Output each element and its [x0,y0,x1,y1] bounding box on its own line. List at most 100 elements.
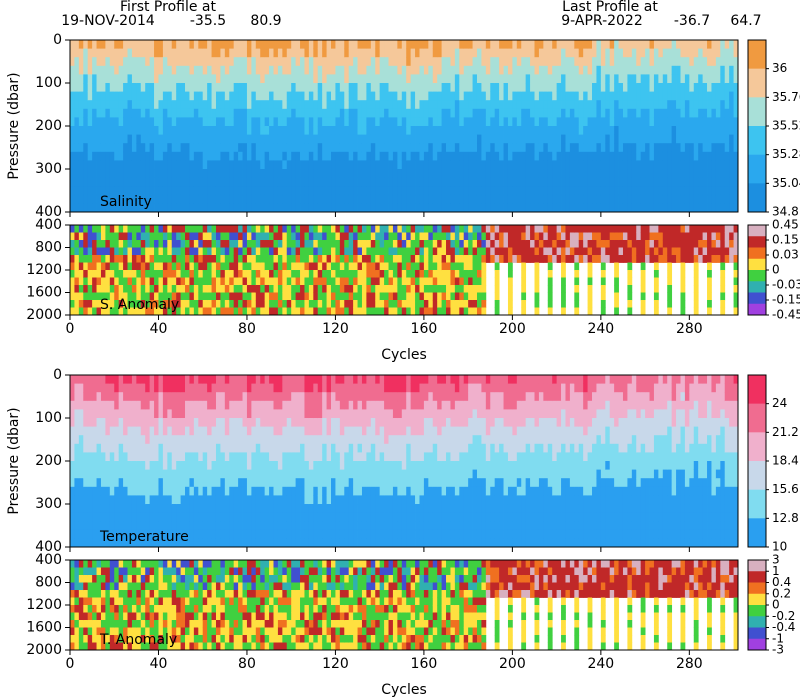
field-cell [653,255,659,263]
field-cell [401,270,407,278]
field-cell [273,117,279,127]
field-cell [92,262,97,271]
field-cell [140,160,146,170]
field-cell [534,108,540,118]
field-cell [238,143,243,153]
field-cell [277,177,283,187]
field-cell [645,65,650,75]
field-cell [353,74,358,84]
field-cell [322,203,327,213]
field-cell [587,186,593,196]
field-cell [552,255,558,263]
field-cell [419,83,425,92]
field-cell [202,126,208,135]
field-cell [100,143,106,153]
field-cell [640,177,646,187]
field-cell [136,277,142,286]
field-cell [331,232,336,241]
field-cell [729,151,734,161]
field-cell [574,117,580,127]
field-cell [565,117,571,127]
field-cell [300,247,305,256]
field-cell [331,117,336,127]
field-cell [472,74,478,84]
field-cell [295,83,301,92]
field-cell [118,521,124,531]
field-cell [463,255,469,263]
field-cell [614,240,619,248]
field-cell [78,504,84,513]
field-cell [344,151,350,161]
field-cell [525,186,531,196]
field-cell [406,48,412,58]
field-cell [494,57,500,67]
field-cell [348,300,354,308]
field-cell [123,521,128,531]
field-cell [605,117,611,127]
field-cell [339,91,345,101]
field-cell [361,225,367,233]
field-cell [282,83,288,92]
field-cell [432,300,438,308]
field-cell [176,126,181,135]
field-cell [622,194,628,204]
field-cell [459,151,465,161]
field-cell [689,194,695,204]
field-cell [569,143,575,153]
field-cell [631,74,637,84]
field-cell [397,225,403,233]
field-cell [627,160,633,170]
field-cell [507,108,513,118]
field-cell [516,83,522,92]
field-cell [609,203,615,213]
field-cell [149,270,155,278]
field-cell [569,134,575,144]
field-cell [631,48,637,58]
field-cell [154,255,159,263]
field-cell [636,83,642,92]
field-cell [123,461,128,470]
field-cell [295,65,301,75]
field-cell [441,255,447,263]
field-cell [87,495,93,505]
field-cell [476,169,482,178]
field-cell [614,117,619,127]
field-cell [702,40,708,49]
field-cell [441,143,447,153]
field-cell [198,270,204,278]
field-cell [127,117,133,127]
field-cell [246,117,252,127]
field-cell [366,255,372,263]
field-cell [273,277,279,286]
field-cell [74,285,80,293]
field-cell [123,478,128,488]
field-cell [78,160,84,170]
field-cell [207,151,212,161]
field-cell [78,83,84,92]
field-cell [401,126,407,135]
field-cell [468,255,473,263]
field-cell [282,240,288,248]
field-cell [185,100,190,110]
field-cell [676,225,681,233]
field-cell [715,151,721,161]
field-cell [176,307,181,316]
field-cell [432,108,438,118]
field-cell [105,247,111,256]
field-cell [653,48,659,58]
field-cell [499,48,504,58]
field-cell [556,117,562,127]
field-cell [410,160,416,170]
field-cell [83,495,89,505]
field-cell [238,240,243,248]
field-cell [392,177,398,187]
field-cell [450,65,456,75]
field-cell [353,117,358,127]
field-cell [105,117,111,127]
field-cell [578,255,584,263]
field-cell [525,48,531,58]
field-cell [123,307,128,316]
field-cell [490,65,496,75]
field-cell [565,57,571,67]
field-cell [87,418,93,427]
